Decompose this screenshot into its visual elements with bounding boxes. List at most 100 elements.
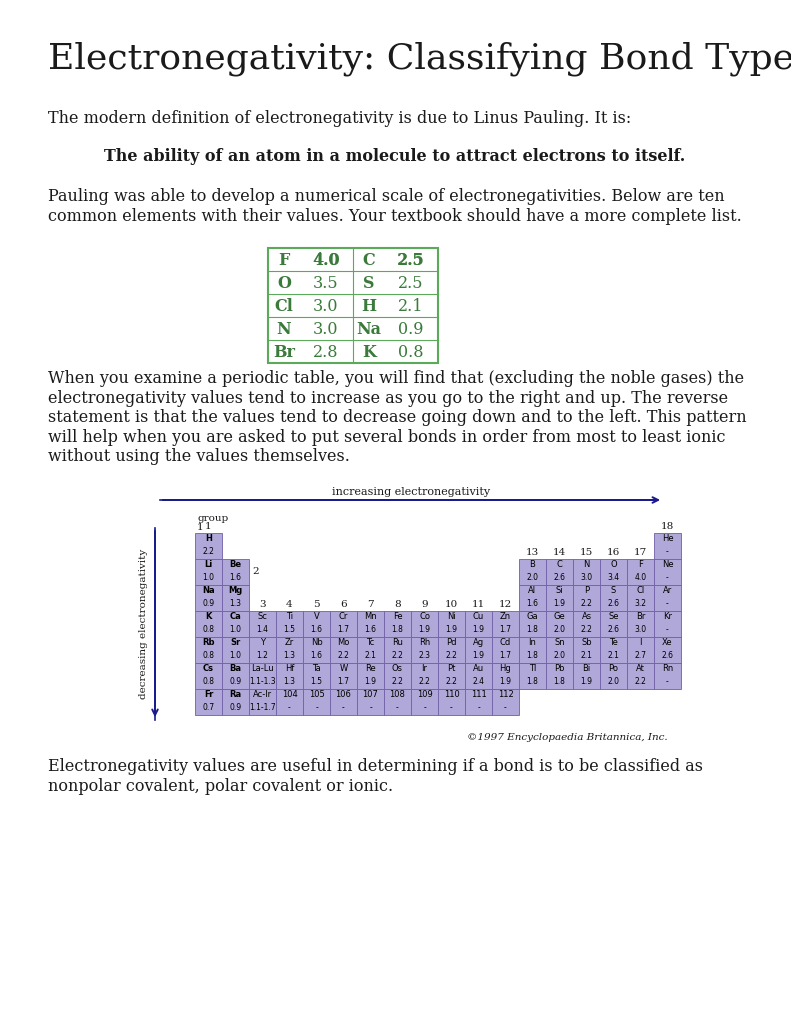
Text: 1.8: 1.8 bbox=[554, 677, 566, 686]
Bar bbox=[411, 689, 438, 715]
Text: 2.5: 2.5 bbox=[398, 252, 424, 269]
Text: F: F bbox=[278, 252, 290, 269]
Bar bbox=[222, 637, 249, 663]
Text: Ne: Ne bbox=[662, 560, 673, 569]
Text: Sb: Sb bbox=[581, 638, 592, 647]
Text: 1.9: 1.9 bbox=[499, 677, 512, 686]
Text: Cl: Cl bbox=[274, 298, 293, 315]
Bar bbox=[438, 689, 465, 715]
Text: Ra: Ra bbox=[229, 690, 241, 699]
Text: 2: 2 bbox=[252, 567, 259, 577]
Text: Re: Re bbox=[365, 664, 376, 673]
Bar bbox=[546, 611, 573, 637]
Bar bbox=[654, 637, 681, 663]
Text: Ru: Ru bbox=[392, 638, 403, 647]
Text: 1.0: 1.0 bbox=[229, 625, 241, 634]
Text: -: - bbox=[396, 703, 399, 712]
Bar bbox=[384, 689, 411, 715]
Text: Ar: Ar bbox=[663, 586, 672, 595]
Text: C: C bbox=[362, 252, 376, 269]
Bar bbox=[573, 611, 600, 637]
Text: 4: 4 bbox=[286, 600, 293, 609]
Text: Rh: Rh bbox=[419, 638, 430, 647]
Text: Ir: Ir bbox=[422, 664, 427, 673]
Text: Al: Al bbox=[528, 586, 536, 595]
Text: Hg: Hg bbox=[500, 664, 511, 673]
Text: Zr: Zr bbox=[285, 638, 294, 647]
Bar bbox=[330, 689, 357, 715]
Text: 2.8: 2.8 bbox=[313, 344, 339, 361]
Text: Ba: Ba bbox=[229, 664, 241, 673]
Text: 1.9: 1.9 bbox=[445, 625, 457, 634]
Text: P: P bbox=[584, 586, 589, 595]
Bar bbox=[276, 637, 303, 663]
Text: Co: Co bbox=[419, 612, 430, 621]
Text: 2.2: 2.2 bbox=[445, 677, 457, 686]
Text: 1.9: 1.9 bbox=[472, 651, 485, 660]
Text: 0.8: 0.8 bbox=[202, 677, 214, 686]
Bar bbox=[492, 689, 519, 715]
Bar bbox=[546, 637, 573, 663]
Bar bbox=[600, 559, 627, 585]
Text: 13: 13 bbox=[526, 548, 539, 557]
Text: 1.7: 1.7 bbox=[499, 625, 512, 634]
Text: As: As bbox=[581, 612, 592, 621]
Text: 1.9: 1.9 bbox=[365, 677, 377, 686]
Text: 111: 111 bbox=[471, 690, 486, 699]
Text: 1.3: 1.3 bbox=[229, 599, 241, 608]
Text: 1.0: 1.0 bbox=[229, 651, 241, 660]
Text: 15: 15 bbox=[580, 548, 593, 557]
Bar bbox=[222, 663, 249, 689]
Text: Xe: Xe bbox=[662, 638, 673, 647]
Text: 0.8: 0.8 bbox=[202, 625, 214, 634]
Text: Mg: Mg bbox=[229, 586, 243, 595]
Text: 3.0: 3.0 bbox=[634, 625, 646, 634]
Bar bbox=[546, 559, 573, 585]
Text: 14: 14 bbox=[553, 548, 566, 557]
Text: -: - bbox=[315, 703, 318, 712]
Text: 110: 110 bbox=[444, 690, 460, 699]
Text: Nb: Nb bbox=[311, 638, 323, 647]
Text: Electronegativity values are useful in determining if a bond is to be classified: Electronegativity values are useful in d… bbox=[48, 758, 703, 795]
Text: 1.6: 1.6 bbox=[229, 573, 241, 582]
Text: Cl: Cl bbox=[637, 586, 645, 595]
Text: Cu: Cu bbox=[473, 612, 484, 621]
Text: decreasing electronegativity: decreasing electronegativity bbox=[139, 549, 149, 699]
Text: 3.4: 3.4 bbox=[607, 573, 619, 582]
Text: 2.6: 2.6 bbox=[554, 573, 566, 582]
Bar bbox=[384, 637, 411, 663]
Text: H: H bbox=[205, 534, 212, 543]
Text: Ta: Ta bbox=[312, 664, 321, 673]
Text: ©1997 Encyclopaedia Britannica, Inc.: ©1997 Encyclopaedia Britannica, Inc. bbox=[467, 733, 668, 742]
Bar bbox=[654, 559, 681, 585]
Bar bbox=[654, 534, 681, 559]
Bar bbox=[276, 663, 303, 689]
Text: 109: 109 bbox=[417, 690, 433, 699]
Bar bbox=[600, 637, 627, 663]
Bar bbox=[573, 585, 600, 611]
Text: 1.7: 1.7 bbox=[499, 651, 512, 660]
Bar bbox=[303, 637, 330, 663]
Text: 2.2: 2.2 bbox=[445, 651, 457, 660]
Text: 1.1-1.7: 1.1-1.7 bbox=[249, 703, 276, 712]
Text: 1.3: 1.3 bbox=[283, 677, 296, 686]
Text: Os: Os bbox=[392, 664, 403, 673]
Bar bbox=[384, 611, 411, 637]
Text: 1.0: 1.0 bbox=[202, 573, 214, 582]
Text: Ge: Ge bbox=[554, 612, 566, 621]
Text: Ga: Ga bbox=[527, 612, 539, 621]
Text: -: - bbox=[666, 599, 669, 608]
Text: 2.6: 2.6 bbox=[607, 625, 619, 634]
Text: 0.8: 0.8 bbox=[202, 651, 214, 660]
Bar bbox=[465, 637, 492, 663]
Text: W: W bbox=[339, 664, 347, 673]
Text: Mo: Mo bbox=[337, 638, 350, 647]
Bar bbox=[249, 637, 276, 663]
Text: 2.5: 2.5 bbox=[398, 275, 424, 292]
Text: Fr: Fr bbox=[204, 690, 214, 699]
Text: 12: 12 bbox=[499, 600, 512, 609]
Text: 1.9: 1.9 bbox=[418, 625, 430, 634]
Text: 2.2: 2.2 bbox=[418, 677, 430, 686]
Text: Electronegativity: Classifying Bond Type: Electronegativity: Classifying Bond Type bbox=[48, 42, 791, 77]
Text: Br: Br bbox=[636, 612, 645, 621]
